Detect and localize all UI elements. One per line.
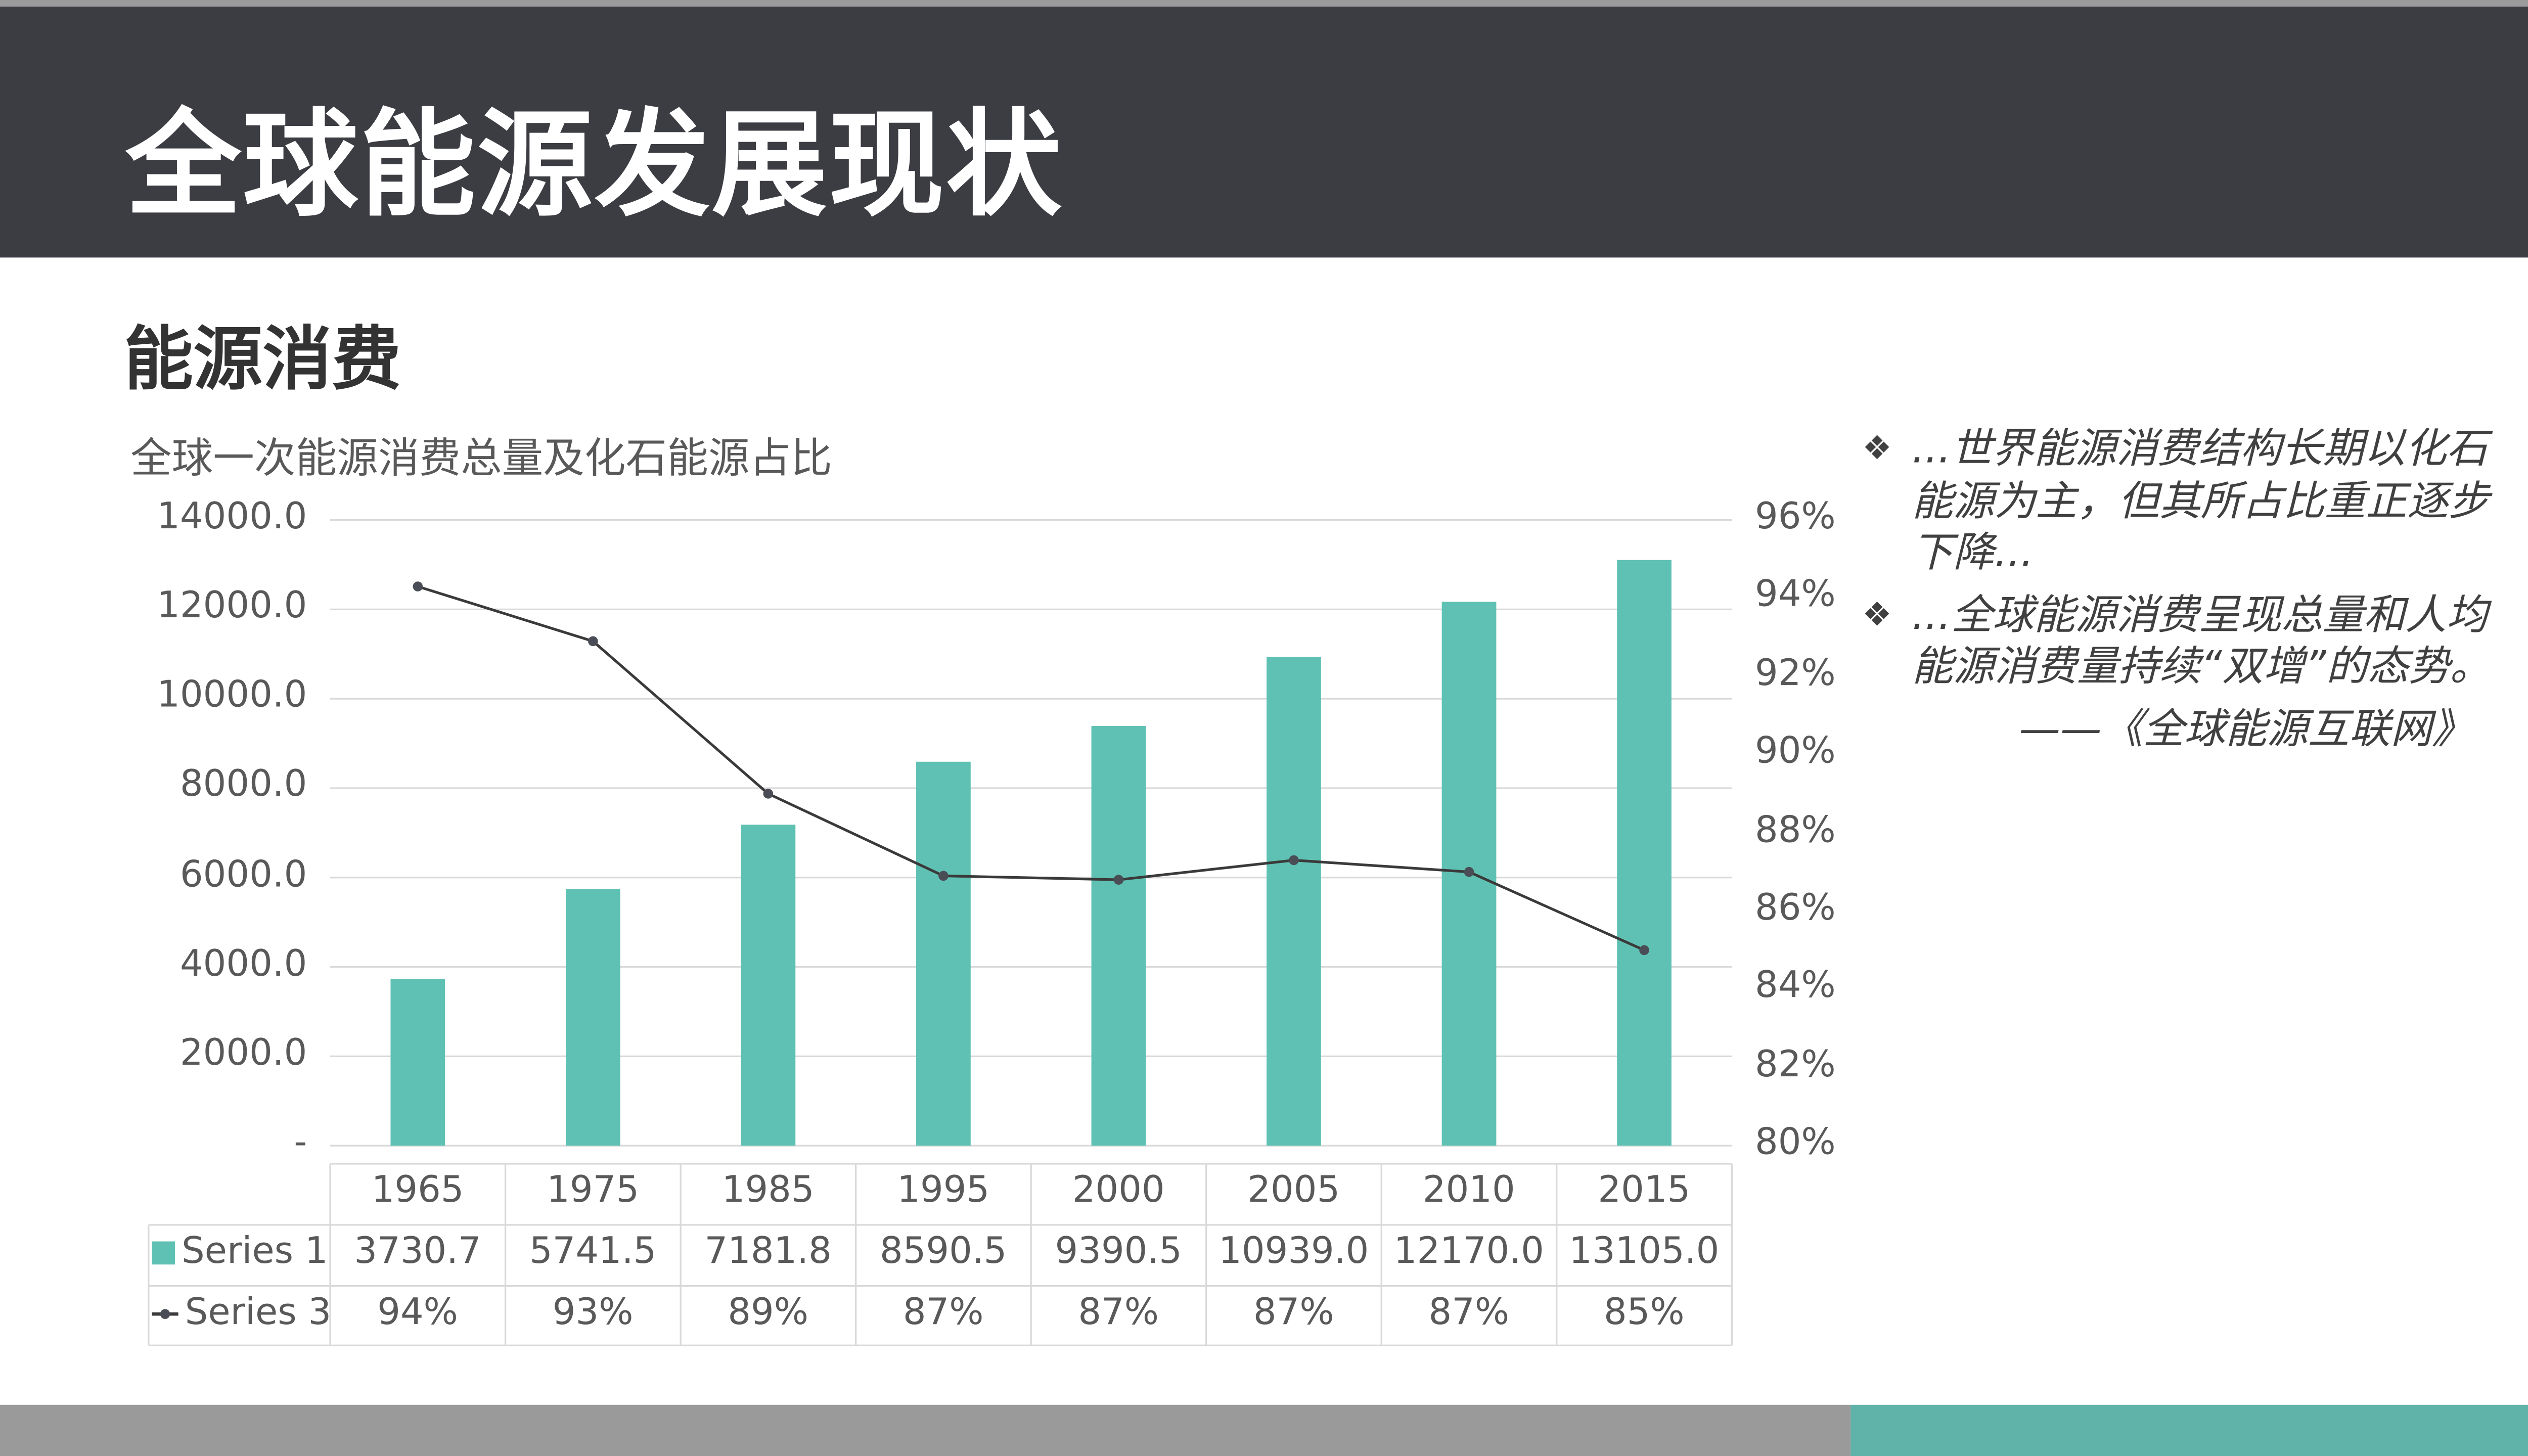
- table-value-series3: 87%: [1428, 1292, 1510, 1334]
- note-text: ...全球能源消费呈现总量和人均能源消费量持续“双增”的态势。: [1912, 590, 2492, 690]
- table-value-series3: 87%: [902, 1292, 984, 1334]
- y-axis-tick-left: 4000.0: [179, 943, 307, 985]
- line-series: [417, 585, 1645, 951]
- legend-entry: Series 1: [152, 1232, 328, 1273]
- footer-band-teal: [1850, 1404, 2528, 1456]
- table-category: 2005: [1247, 1170, 1340, 1212]
- y-axis-tick-right: 90%: [1755, 731, 1836, 773]
- legend-line-key-icon: [152, 1308, 178, 1318]
- table-category: 1985: [721, 1170, 815, 1212]
- y-axis-tick-right: 92%: [1755, 653, 1836, 695]
- y-axis-tick-right: 82%: [1755, 1044, 1836, 1086]
- table-value-series1: 9390.5: [1055, 1231, 1182, 1273]
- table-category: 2010: [1422, 1170, 1515, 1212]
- note-item: ❖ ...世界能源消费结构长期以化石能源为主，但其所占比重正逐步下降...: [1862, 423, 2522, 579]
- bar: [1091, 726, 1146, 1146]
- line-point: [1464, 867, 1474, 877]
- table-value-series3: 87%: [1253, 1292, 1334, 1334]
- table-category: 1965: [371, 1170, 464, 1212]
- table-value-series1: 3730.7: [354, 1231, 481, 1273]
- table-value-series3: 85%: [1603, 1292, 1685, 1334]
- y-axis-tick-right: 96%: [1755, 496, 1836, 538]
- table-value-series3: 87%: [1078, 1292, 1159, 1334]
- y-axis-tick-left: 2000.0: [179, 1033, 307, 1075]
- footer-band-gray: [0, 1404, 1851, 1456]
- legend-label: Series 3: [185, 1292, 332, 1334]
- section-subtitle: 能源消费: [123, 318, 401, 400]
- table-category: 1975: [547, 1170, 640, 1212]
- table-value-series3: 94%: [377, 1292, 458, 1334]
- legend-label: Series 1: [182, 1231, 328, 1273]
- y-axis-tick-right: 94%: [1755, 575, 1836, 617]
- table-value-series1: 13105.0: [1569, 1231, 1720, 1273]
- table-category: 1995: [897, 1170, 990, 1212]
- bar: [390, 979, 445, 1146]
- line-point: [1289, 855, 1299, 866]
- y-axis-tick-right: 86%: [1755, 888, 1836, 929]
- line-point: [763, 789, 774, 799]
- y-axis-tick-left: -: [294, 1122, 307, 1164]
- y-axis-tick-left: 14000.0: [157, 496, 307, 538]
- table-value-series1: 7181.8: [704, 1231, 832, 1273]
- bar: [916, 761, 971, 1146]
- top-stripe: [0, 0, 2528, 7]
- table-value-series3: 93%: [552, 1292, 634, 1334]
- line-point: [1113, 875, 1124, 885]
- note-text: ...世界能源消费结构长期以化石能源为主，但其所占比重正逐步下降...: [1912, 424, 2490, 576]
- line-point: [413, 581, 423, 592]
- bar: [741, 825, 796, 1146]
- slide-title: 全球能源发展现状: [125, 97, 1063, 233]
- y-axis-tick-right: 80%: [1755, 1122, 1836, 1164]
- bar: [1617, 560, 1672, 1146]
- line-point: [1639, 945, 1649, 956]
- legend-entry: Series 3: [152, 1293, 331, 1334]
- legend-marker-icon: [160, 1308, 170, 1318]
- chart-title: 全球一次能源消费总量及化石能源占比: [130, 434, 832, 482]
- y-axis-tick-right: 88%: [1755, 809, 1836, 851]
- bar: [1267, 657, 1321, 1146]
- table-value-series1: 10939.0: [1218, 1231, 1369, 1273]
- y-axis-tick-right: 84%: [1755, 966, 1836, 1008]
- diamond-bullet-icon: ❖: [1862, 593, 1892, 633]
- line-point: [588, 636, 598, 647]
- y-axis-tick-left: 12000.0: [157, 586, 307, 628]
- diamond-bullet-icon: ❖: [1862, 427, 1892, 468]
- table-value-series1: 8590.5: [880, 1231, 1007, 1273]
- y-axis-tick-left: 10000.0: [157, 675, 307, 717]
- y-axis-tick-left: 6000.0: [179, 854, 307, 896]
- table-value-series1: 12170.0: [1393, 1231, 1544, 1273]
- table-category: 2000: [1072, 1170, 1165, 1212]
- note-item: ❖ ...全球能源消费呈现总量和人均能源消费量持续“双增”的态势。: [1862, 588, 2522, 693]
- table-category: 2015: [1598, 1170, 1691, 1212]
- bar: [565, 889, 620, 1146]
- table-value-series3: 89%: [728, 1292, 809, 1334]
- table-value-series1: 5741.5: [529, 1231, 657, 1273]
- legend-bar-key-icon: [152, 1240, 175, 1264]
- notes-panel: ❖ ...世界能源消费结构长期以化石能源为主，但其所占比重正逐步下降... ❖ …: [1862, 423, 2522, 754]
- y-axis-tick-left: 8000.0: [179, 765, 307, 806]
- note-source: ——《全球能源互联网》: [2019, 704, 2473, 752]
- header-bar: [0, 7, 2528, 258]
- line-point: [938, 871, 949, 881]
